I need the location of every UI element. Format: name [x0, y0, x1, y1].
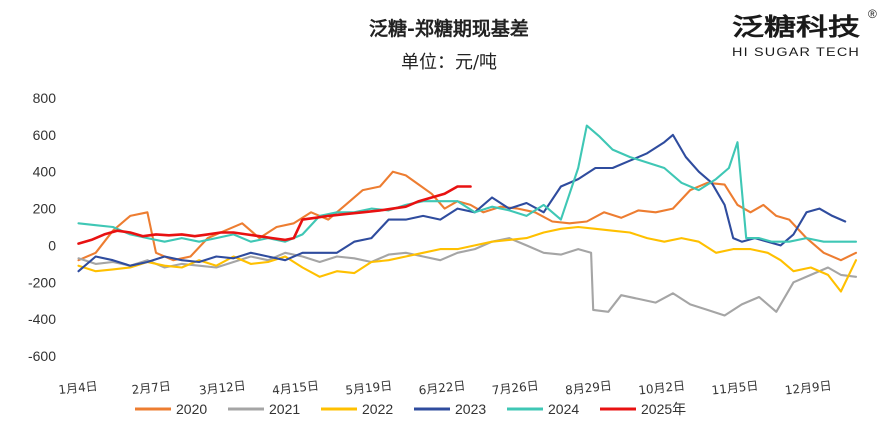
legend-item: 2025年: [600, 401, 686, 417]
y-tick-label: 600: [33, 127, 57, 143]
x-tick-label: 10月2日: [638, 379, 686, 398]
x-tick-label: 11月5日: [711, 379, 759, 398]
legend-item: 2021: [228, 401, 300, 417]
y-tick-label: -400: [28, 311, 56, 327]
y-axis: 800 600 400 200 0 -200 -400 -600: [28, 90, 56, 364]
brand-name-en: HI SUGAR TECH: [732, 45, 860, 59]
y-tick-label: 0: [48, 237, 56, 253]
legend-label: 2025年: [641, 401, 686, 417]
legend-item: 2023: [414, 401, 486, 417]
plot-lines: [77, 124, 858, 317]
series-line-2021: [77, 237, 858, 317]
legend-label: 2021: [269, 401, 300, 417]
brand-name-cn: 泛糖科技: [732, 13, 861, 41]
x-tick-label: 1月4日: [58, 379, 99, 397]
y-tick-label: -200: [28, 274, 56, 290]
series-line-2024: [77, 124, 858, 243]
series-line-2023: [77, 133, 847, 273]
legend-label: 2020: [176, 401, 207, 417]
chart-subtitle: 单位：元/吨: [401, 52, 497, 73]
x-tick-label: 2月7日: [131, 379, 172, 397]
legend-item: 2022: [321, 401, 393, 417]
y-tick-label: 400: [33, 164, 57, 180]
series-line-2020: [77, 170, 858, 262]
registered-mark: ®: [868, 7, 877, 21]
x-tick-label: 6月22日: [418, 379, 466, 398]
x-tick-label: 3月12日: [198, 379, 246, 398]
x-tick-label: 5月19日: [345, 379, 393, 398]
y-tick-label: 200: [33, 201, 57, 217]
x-tick-label: 7月26日: [491, 379, 539, 398]
legend-label: 2022: [362, 401, 393, 417]
y-tick-label: 800: [33, 90, 57, 106]
legend-item: 2024: [507, 401, 579, 417]
legend-item: 2020: [135, 401, 207, 417]
x-axis: 1月4日 2月7日 3月12日 4月15日 5月19日 6月22日 7月26日 8月29日 10…: [58, 379, 832, 398]
x-tick-label: 4月15日: [272, 379, 320, 398]
legend-label: 2023: [455, 401, 486, 417]
legend-label: 2024: [548, 401, 579, 417]
series-line-2022: [77, 225, 858, 293]
brand-logo: 泛糖科技 ® HI SUGAR TECH: [732, 7, 877, 59]
series-line-2025年: [77, 185, 472, 245]
chart-title: 泛糖-郑糖期现基差: [369, 17, 529, 40]
y-tick-label: -600: [28, 348, 56, 364]
legend: 2020 2021 2022 2023 2024 2025年: [135, 401, 686, 417]
x-tick-label: 8月29日: [564, 379, 612, 398]
x-tick-label: 12月9日: [784, 379, 832, 398]
